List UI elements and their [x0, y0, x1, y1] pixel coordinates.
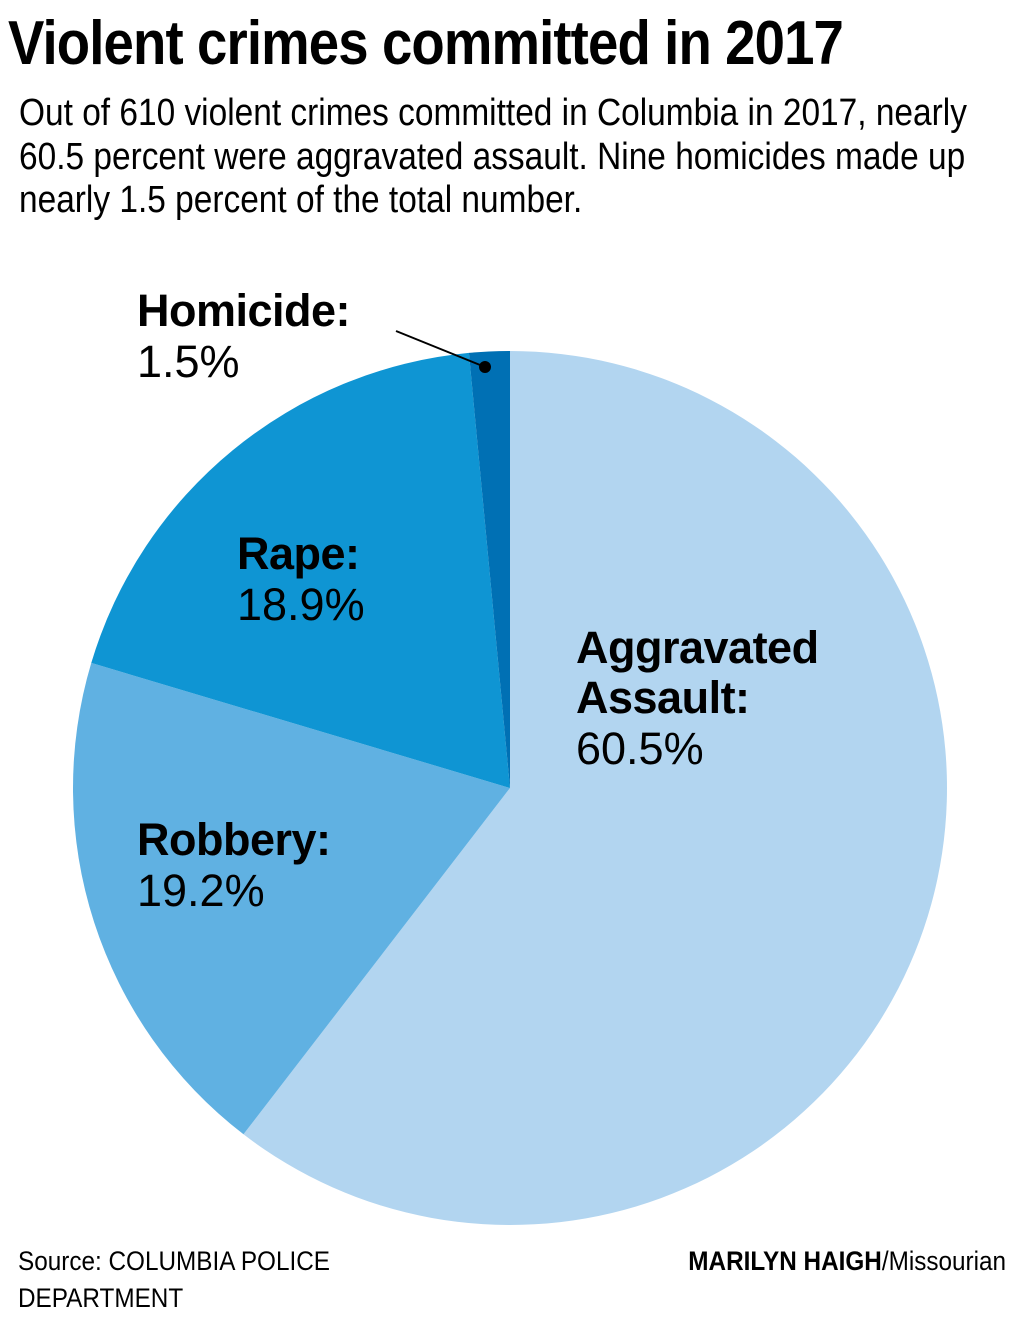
homicide-leader-line — [395, 330, 486, 368]
credit-line: MARILYN HAIGH/Missourian — [688, 1243, 1006, 1280]
credit-outlet: /Missourian — [881, 1246, 1006, 1276]
pie-slices — [73, 351, 948, 1225]
aggravated-assault-label-name-1: Aggravated — [576, 622, 819, 673]
robbery-label: Robbery: 19.2% — [137, 815, 331, 917]
pie-slice-rape — [91, 352, 510, 788]
homicide-leader-dot — [479, 361, 491, 373]
robbery-label-name: Robbery: — [137, 814, 331, 865]
aggravated-assault-label-name-2: Assault: — [576, 672, 750, 723]
source-text: Source: COLUMBIA POLICE DEPARTMENT — [18, 1246, 330, 1313]
chart-title: Violent crimes committed in 2017 — [8, 9, 844, 78]
pie-slice-aggravated-assault — [243, 351, 948, 1225]
aggravated-assault-label: Aggravated Assault: 60.5% — [576, 623, 819, 775]
robbery-label-value: 19.2% — [137, 865, 265, 916]
pie-slice-robbery — [73, 662, 511, 1135]
source-note: Source: COLUMBIA POLICE DEPARTMENT — [18, 1243, 369, 1317]
chart-subtitle: Out of 610 violent crimes committed in C… — [19, 92, 967, 221]
homicide-label: Homicide: 1.5% — [137, 285, 351, 388]
rape-label: Rape: 18.9% — [237, 529, 365, 631]
homicide-label-value: 1.5% — [137, 336, 240, 387]
rape-label-value: 18.9% — [237, 579, 365, 630]
homicide-label-name: Homicide: — [137, 285, 351, 336]
rape-label-name: Rape: — [237, 528, 360, 579]
pie-slice-homicide — [468, 351, 510, 788]
credit-author: MARILYN HAIGH — [688, 1246, 882, 1276]
aggravated-assault-label-value: 60.5% — [576, 723, 704, 774]
